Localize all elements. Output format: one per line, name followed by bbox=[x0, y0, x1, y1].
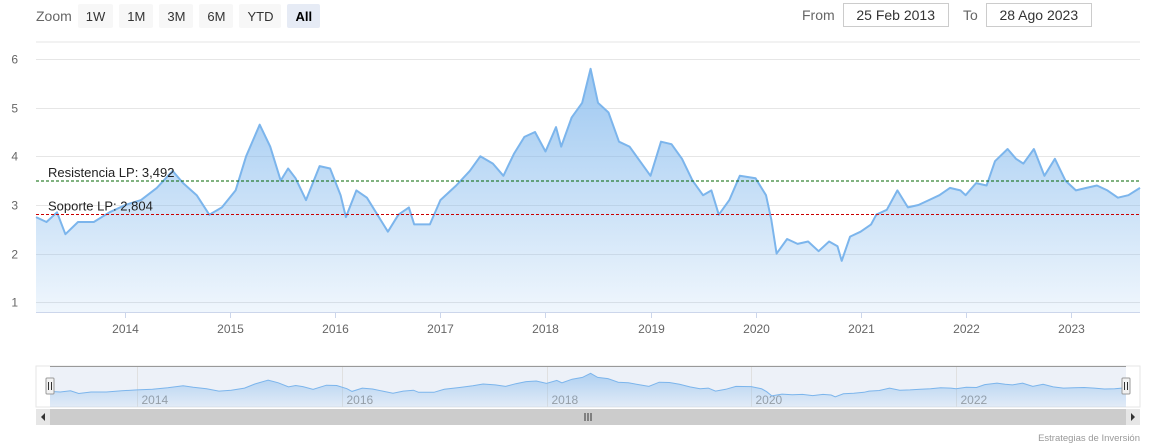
scrollbar[interactable] bbox=[36, 409, 1140, 425]
x-tick-label: 2017 bbox=[427, 322, 454, 336]
x-tick-label: 2022 bbox=[953, 322, 980, 336]
x-tick-label: 2014 bbox=[112, 322, 139, 336]
from-date-input[interactable] bbox=[842, 3, 949, 27]
scroll-right-button[interactable] bbox=[1126, 409, 1140, 425]
chevron-left-icon bbox=[41, 413, 45, 421]
y-tick-label: 3 bbox=[11, 199, 18, 213]
chevron-right-icon bbox=[1131, 413, 1135, 421]
x-tick-label: 2018 bbox=[532, 322, 559, 336]
zoom-ytd-button[interactable]: YTD bbox=[239, 4, 282, 28]
navigator-handle-left[interactable] bbox=[45, 377, 55, 395]
navigator[interactable]: 20142016201820202022 bbox=[35, 365, 1141, 425]
plotlines: Resistencia LP: 3,492 Soporte LP: 2,804 bbox=[36, 165, 1140, 216]
credit-label: Estrategias de Inversión bbox=[1038, 433, 1140, 444]
series-area bbox=[35, 67, 1141, 312]
y-tick-label: 1 bbox=[11, 296, 18, 310]
zoom-1w-button[interactable]: 1W bbox=[77, 4, 114, 28]
y-tick-label: 4 bbox=[11, 150, 18, 164]
zoom-1m-button[interactable]: 1M bbox=[119, 4, 154, 28]
y-tick-label: 6 bbox=[11, 53, 18, 67]
handle-box bbox=[1121, 377, 1131, 395]
zoom-bar: Zoom 1W 1M 3M 6M YTD All bbox=[36, 4, 326, 28]
resistance-line-label: Resistencia LP: 3,492 bbox=[48, 165, 174, 180]
series-fill bbox=[36, 68, 1140, 312]
to-date-input[interactable] bbox=[985, 3, 1092, 27]
range-from: From bbox=[802, 3, 949, 27]
zoom-6m-button[interactable]: 6M bbox=[199, 4, 234, 28]
x-tick-label: 2016 bbox=[322, 322, 349, 336]
zoom-3m-button[interactable]: 3M bbox=[159, 4, 194, 28]
x-tick-label: 2019 bbox=[638, 322, 665, 336]
x-tick-label: 2020 bbox=[743, 322, 770, 336]
x-tick-label: 2023 bbox=[1058, 322, 1085, 336]
zoom-label: Zoom bbox=[36, 8, 72, 24]
zoom-all-button[interactable]: All bbox=[287, 4, 321, 28]
y-axis-labels: 1 2 3 4 5 6 bbox=[11, 53, 18, 310]
from-label: From bbox=[802, 7, 835, 23]
series-line bbox=[35, 67, 1141, 262]
x-tick-label: 2021 bbox=[848, 322, 875, 336]
to-label: To bbox=[963, 7, 978, 23]
range-to: To bbox=[963, 3, 1092, 27]
support-line-label: Soporte LP: 2,804 bbox=[48, 199, 153, 214]
navigator-handle-right[interactable] bbox=[1121, 377, 1131, 395]
navigator-series-line bbox=[49, 372, 1127, 398]
y-tick-label: 5 bbox=[11, 102, 18, 116]
scroll-left-button[interactable] bbox=[36, 409, 50, 425]
x-tick-label: 2015 bbox=[217, 322, 244, 336]
handle-box bbox=[45, 377, 55, 395]
x-axis: 2014 2015 2016 2017 2018 2019 2020 2021 2022 2023 bbox=[36, 312, 1140, 336]
y-tick-label: 2 bbox=[11, 248, 18, 262]
navigator-series-fill bbox=[50, 373, 1126, 407]
